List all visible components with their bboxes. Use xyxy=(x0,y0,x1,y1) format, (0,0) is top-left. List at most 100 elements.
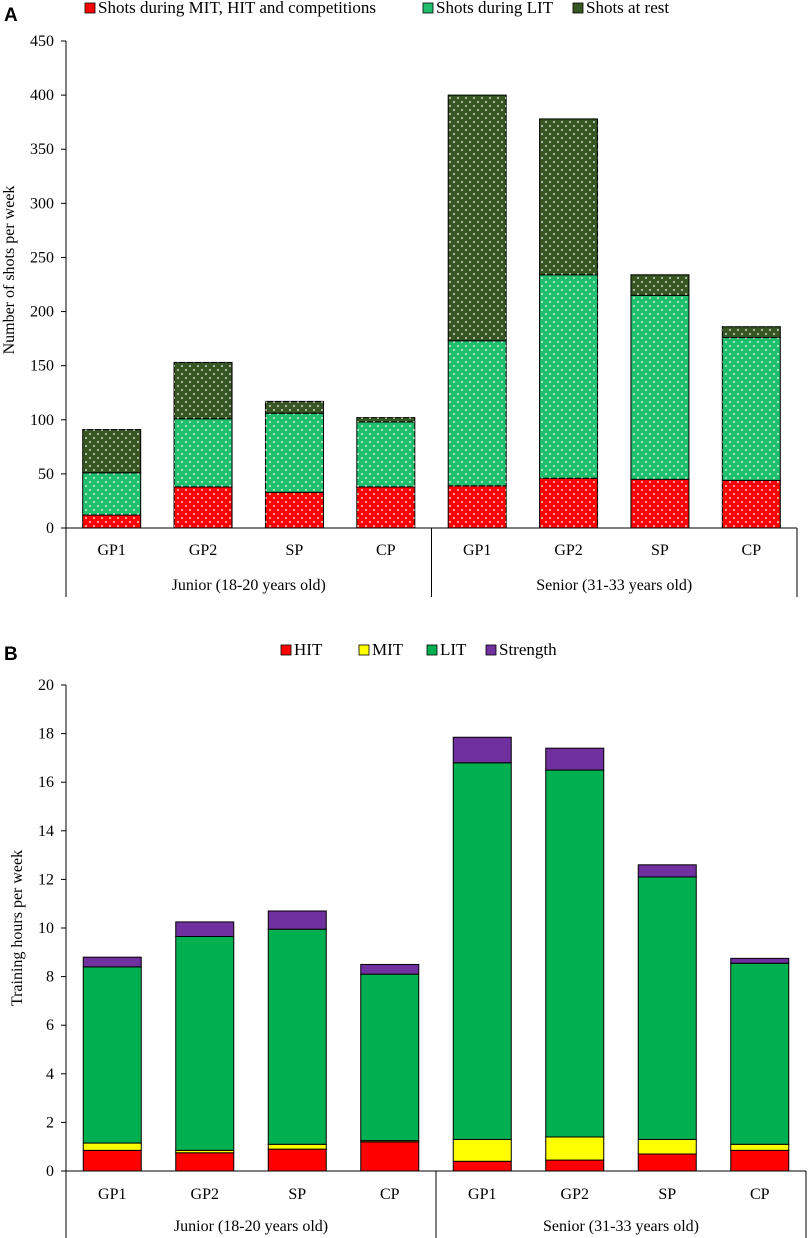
bar-segment xyxy=(82,966,142,1144)
group-label: Senior (31-33 years old) xyxy=(536,577,692,594)
category-label: GP2 xyxy=(554,542,582,559)
bar-segment xyxy=(545,769,605,1138)
legend-a: Shots during MIT, HIT and competitions Sh… xyxy=(84,0,669,17)
bar-segment xyxy=(545,747,605,771)
bar-segment xyxy=(452,736,512,764)
y-axis-title-a: Number of shots per week xyxy=(1,186,18,355)
y-tick-label: 2 xyxy=(46,1114,54,1131)
plot-a: 0 50 100 150 200 250 300 350 400 450 Junior (18-20… xyxy=(30,33,798,597)
legend-swatch xyxy=(358,644,370,656)
y-tick-label: 50 xyxy=(38,466,54,483)
category-label: GP1 xyxy=(463,542,491,559)
y-tick-label: 4 xyxy=(46,1066,54,1083)
bar-segment-pattern xyxy=(539,118,598,275)
bar-segment xyxy=(637,876,697,1140)
y-tick-label: 350 xyxy=(30,141,54,158)
legend-swatch xyxy=(426,644,438,656)
legend-entry: HIT xyxy=(294,640,323,659)
legend-swatch xyxy=(485,644,497,656)
category-label: SP xyxy=(658,1186,676,1203)
bar-segment xyxy=(730,1143,790,1151)
y-tick-label: 6 xyxy=(46,1017,54,1034)
y-tick-label: 450 xyxy=(30,33,54,50)
bar-segment xyxy=(730,1149,790,1172)
category-label: SP xyxy=(286,542,304,559)
y-tick-label: 8 xyxy=(46,969,54,986)
y-tick-label: 12 xyxy=(38,871,54,888)
bar-segment xyxy=(267,928,327,1145)
bar-segment-pattern xyxy=(356,486,415,528)
category-label: GP2 xyxy=(561,1186,589,1203)
bar-segment-pattern xyxy=(448,340,507,486)
bar-segment-pattern xyxy=(356,421,415,487)
category-label: GP1 xyxy=(468,1186,496,1203)
bar-segment-pattern xyxy=(448,485,507,528)
y-tick-label: 14 xyxy=(38,823,54,840)
bar-segment xyxy=(545,1159,605,1172)
bar-segment-pattern xyxy=(356,417,415,422)
y-tick-label: 0 xyxy=(46,1163,54,1180)
bar-segment-pattern xyxy=(174,486,233,528)
legend-entry: Strength xyxy=(499,640,557,659)
category-label: CP xyxy=(380,1186,400,1203)
legend-swatch xyxy=(572,2,584,14)
legend-entry: Shots at rest xyxy=(586,0,669,17)
bar-segment-pattern xyxy=(82,429,141,473)
category-label: CP xyxy=(376,542,396,559)
bar-segment xyxy=(452,1160,512,1172)
y-tick-label: 250 xyxy=(30,249,54,266)
bar-segment xyxy=(175,936,235,1151)
category-label: SP xyxy=(288,1186,306,1203)
bar-segment-pattern xyxy=(539,478,598,528)
bar-segment-pattern xyxy=(722,337,781,481)
bar-segment-pattern xyxy=(265,401,324,414)
bar-segment xyxy=(452,1138,512,1162)
bar-segment-pattern xyxy=(265,492,324,528)
bar-segment xyxy=(267,1143,327,1150)
bar-segment-pattern xyxy=(630,274,689,296)
bar-segment xyxy=(360,963,420,975)
y-tick-label: 150 xyxy=(30,358,54,375)
bar-segment xyxy=(175,1152,235,1172)
bar-segment-pattern xyxy=(265,413,324,493)
bar-segment xyxy=(360,1141,420,1172)
bar-segment xyxy=(637,1138,697,1155)
bar-segment xyxy=(82,956,142,968)
bar-segment xyxy=(360,973,420,1142)
bar-segment xyxy=(637,1153,697,1172)
category-label: GP1 xyxy=(97,542,125,559)
group-label: Junior (18-20 years old) xyxy=(172,577,326,594)
y-tick-label: 200 xyxy=(30,304,54,321)
bar-segment-pattern xyxy=(630,295,689,480)
category-label: SP xyxy=(651,542,669,559)
bar-segment xyxy=(175,921,235,938)
bar-segment-pattern xyxy=(82,472,141,516)
bar-segment xyxy=(730,962,790,1145)
y-tick-label: 16 xyxy=(38,774,54,791)
legend-swatch xyxy=(422,2,434,14)
legend-entry: Shots during MIT, HIT and competitions xyxy=(98,0,376,17)
plot-b: 0 2 4 6 8 10 12 14 16 18 20 Junior (18-20 years old… xyxy=(38,677,807,1238)
legend-swatch xyxy=(280,644,292,656)
category-label: GP1 xyxy=(98,1186,126,1203)
bar-segment-pattern xyxy=(82,515,141,528)
legend-entry: Shots during LIT xyxy=(436,0,554,17)
legend-swatch xyxy=(84,2,96,14)
bar-segment xyxy=(637,864,697,878)
category-label: CP xyxy=(742,542,762,559)
y-tick-label: 100 xyxy=(30,412,54,429)
bar-segment xyxy=(267,1148,327,1172)
y-tick-label: 20 xyxy=(38,677,54,694)
y-tick-label: 18 xyxy=(38,726,54,743)
bar-segment-pattern xyxy=(630,479,689,528)
category-label: GP2 xyxy=(191,1186,219,1203)
bar-segment-pattern xyxy=(722,480,781,528)
category-label: GP2 xyxy=(189,542,217,559)
bar-segment-pattern xyxy=(539,274,598,479)
legend-b: HIT MIT LIT Strength xyxy=(280,640,557,659)
bar-segment-pattern xyxy=(174,418,233,487)
bar-segment xyxy=(730,957,790,964)
group-label: Senior (31-33 years old) xyxy=(543,1218,699,1235)
y-tick-label: 300 xyxy=(30,195,54,212)
